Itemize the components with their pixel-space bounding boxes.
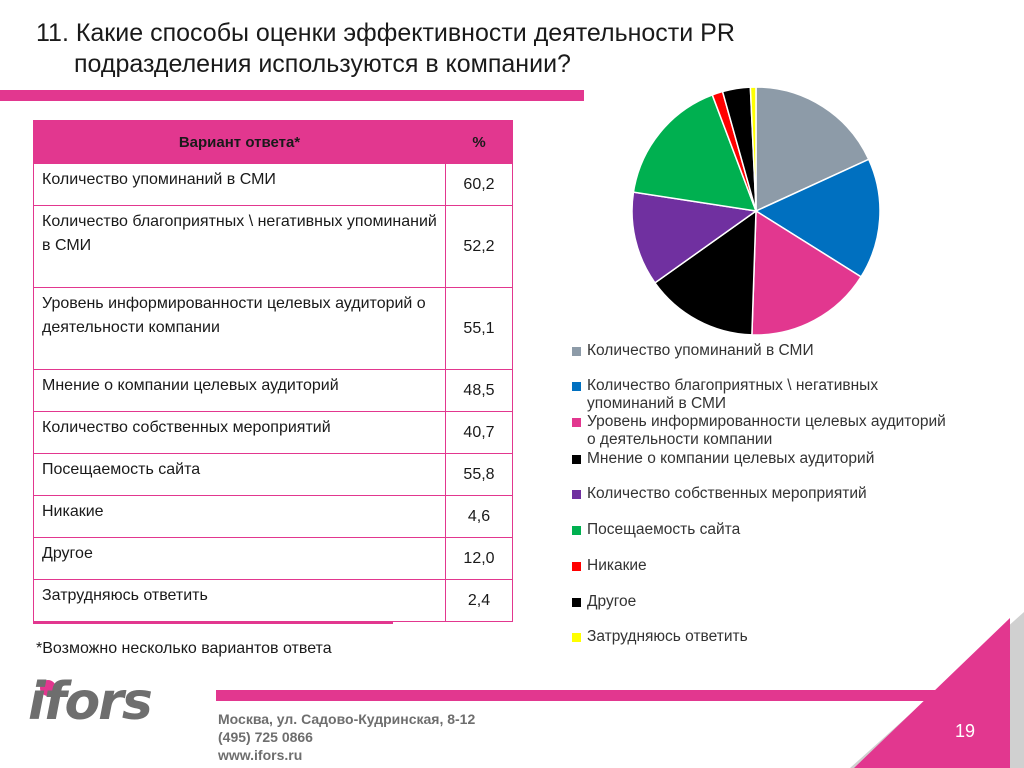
row-value: 48,5 bbox=[445, 369, 513, 412]
legend-label: Никакие bbox=[587, 557, 647, 574]
legend-item: Никакие bbox=[572, 557, 1002, 575]
legend-item: Уровень информированности целевых аудито… bbox=[572, 413, 1002, 449]
answers-table: Вариант ответа* % Количество упоминаний … bbox=[33, 120, 513, 622]
table-row: Мнение о компании целевых аудиторий 48,5 bbox=[33, 369, 513, 412]
row-label: Количество благоприятных \ негативных уп… bbox=[33, 205, 446, 288]
contact-website[interactable]: www.ifors.ru bbox=[218, 747, 303, 763]
legend-label: Уровень информированности целевых аудито… bbox=[587, 413, 946, 448]
row-label: Никакие bbox=[33, 495, 446, 538]
ifors-logo: ifors bbox=[28, 672, 153, 732]
row-label: Мнение о компании целевых аудиторий bbox=[33, 369, 446, 412]
legend-item: Количество упоминаний в СМИ bbox=[572, 342, 1002, 360]
table-row: Количество собственных мероприятий 40,7 bbox=[33, 411, 513, 454]
row-label: Количество упоминаний в СМИ bbox=[33, 163, 446, 206]
row-value: 40,7 bbox=[445, 411, 513, 454]
contact-address: Москва, ул. Садово-Кудринская, 8-12 bbox=[218, 711, 476, 727]
pie-slice-3 bbox=[751, 209, 863, 336]
row-value: 52,2 bbox=[445, 205, 513, 288]
table-row: Затрудняюсь ответить 2,4 bbox=[33, 579, 513, 622]
legend-label: Затрудняюсь ответить bbox=[587, 628, 748, 645]
table-row: Другое 12,0 bbox=[33, 537, 513, 580]
pie-slice-1 bbox=[755, 86, 870, 213]
legend-label: Посещаемость сайта bbox=[587, 521, 741, 538]
legend-item: Количество собственных мероприятий bbox=[572, 485, 1002, 503]
table-row: Посещаемость сайта 55,8 bbox=[33, 453, 513, 496]
pie-slice-6 bbox=[632, 93, 758, 212]
legend-item: Количество благоприятных \ негативных упо… bbox=[572, 377, 1002, 413]
contact-block: Москва, ул. Садово-Кудринская, 8-12 (495… bbox=[218, 710, 475, 764]
row-value: 60,2 bbox=[445, 163, 513, 206]
table-row: Количество благоприятных \ негативных уп… bbox=[33, 205, 513, 288]
legend-item: Посещаемость сайта bbox=[572, 521, 1002, 539]
legend-label: Количество благоприятных \ негативных упо… bbox=[587, 377, 879, 412]
legend-label: Количество упоминаний в СМИ bbox=[587, 342, 814, 359]
contact-phone: (495) 725 0866 bbox=[218, 729, 313, 745]
pie-slice-4 bbox=[653, 209, 757, 336]
logo-dot bbox=[40, 680, 56, 696]
row-label: Другое bbox=[33, 537, 446, 580]
row-label: Посещаемость сайта bbox=[33, 453, 446, 496]
legend-label: Мнение о компании целевых аудиторий bbox=[587, 450, 875, 467]
pie-slice-5 bbox=[631, 191, 758, 284]
pie-slice-9 bbox=[749, 86, 757, 212]
row-value: 55,1 bbox=[445, 287, 513, 370]
row-label: Количество собственных мероприятий bbox=[33, 411, 446, 454]
header-percent: % bbox=[445, 120, 513, 164]
legend-swatch bbox=[572, 382, 581, 391]
row-value: 4,6 bbox=[445, 495, 513, 538]
legend-swatch bbox=[572, 455, 581, 464]
pie-slice-2 bbox=[754, 158, 881, 278]
row-label: Уровень информированности целевых аудито… bbox=[33, 287, 446, 370]
page-number: 19 bbox=[955, 721, 976, 741]
table-row: Уровень информированности целевых аудито… bbox=[33, 287, 513, 370]
row-label: Затрудняюсь ответить bbox=[33, 579, 446, 622]
table-header-row: Вариант ответа* % bbox=[33, 120, 513, 164]
legend-swatch bbox=[572, 598, 581, 607]
header-answer: Вариант ответа* bbox=[33, 120, 446, 164]
legend-swatch bbox=[572, 490, 581, 499]
pie-chart bbox=[631, 86, 881, 336]
legend-item: Затрудняюсь ответить bbox=[572, 628, 1002, 646]
table-row: Количество упоминаний в СМИ 60,2 bbox=[33, 163, 513, 206]
table-row: Никакие 4,6 bbox=[33, 495, 513, 538]
page-title: 11. Какие способы оценки эффективности д… bbox=[36, 18, 735, 80]
legend-swatch bbox=[572, 418, 581, 427]
title-line-2: подразделения используются в компании? bbox=[74, 50, 571, 78]
row-value: 2,4 bbox=[445, 579, 513, 622]
title-line-1: 11. Какие способы оценки эффективности д… bbox=[36, 19, 735, 47]
row-value: 12,0 bbox=[445, 537, 513, 580]
legend-swatch bbox=[572, 633, 581, 642]
legend-item: Другое bbox=[572, 593, 1002, 611]
footnote-separator bbox=[33, 622, 393, 624]
legend-swatch bbox=[572, 562, 581, 571]
legend-swatch bbox=[572, 526, 581, 535]
legend-label: Другое bbox=[587, 593, 637, 610]
legend-item: Мнение о компании целевых аудиторий bbox=[572, 450, 1002, 468]
footnote: *Возможно несколько вариантов ответа bbox=[36, 640, 332, 657]
title-underline-bar bbox=[0, 90, 584, 101]
footer-bar bbox=[216, 690, 936, 701]
row-value: 55,8 bbox=[445, 453, 513, 496]
legend-swatch bbox=[572, 347, 581, 356]
legend-label: Количество собственных мероприятий bbox=[587, 485, 867, 502]
